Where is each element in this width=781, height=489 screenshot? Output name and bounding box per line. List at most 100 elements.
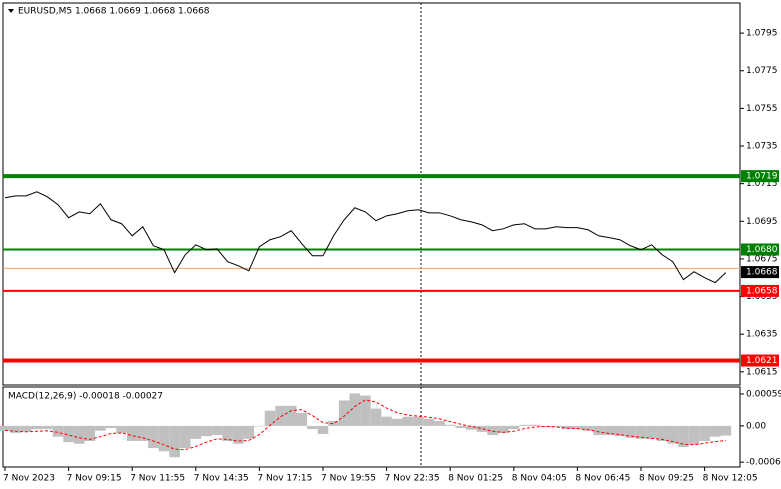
macd-bar — [572, 425, 583, 430]
y-tick-label: 1.0635 — [746, 330, 778, 340]
x-tick-label: 7 Nov 2023 — [3, 474, 55, 484]
level-label-box — [741, 266, 779, 279]
macd-bar — [720, 425, 732, 436]
macd-bar — [349, 393, 361, 426]
level-label: 1.0658 — [746, 286, 778, 296]
macd-y-tick-label: 0.00059 — [746, 389, 781, 399]
x-tick-label: 7 Nov 19:55 — [321, 474, 376, 484]
macd-bar — [582, 425, 594, 431]
macd-bar — [148, 425, 159, 449]
macd-bar — [232, 425, 244, 444]
macd-title: MACD(12,26,9) -0.00018 -0.00027 — [8, 392, 163, 402]
x-tick-label: 8 Nov 12:05 — [703, 474, 758, 484]
macd-bar — [603, 425, 615, 436]
macd-bar — [211, 425, 223, 436]
y-tick-label: 1.0715 — [746, 179, 778, 189]
macd-bar — [126, 425, 138, 442]
macd-bar — [614, 425, 626, 437]
macd-bar — [402, 416, 414, 426]
macd-bar — [360, 395, 371, 426]
y-tick-label: 1.0755 — [746, 104, 778, 114]
macd-signal — [4, 399, 726, 451]
x-tick-label: 7 Nov 14:35 — [194, 474, 249, 484]
macd-bar — [550, 425, 562, 427]
macd-bar — [0, 425, 11, 431]
x-tick-label: 7 Nov 17:15 — [257, 474, 312, 484]
macd-bar — [190, 425, 202, 439]
macd-bar — [646, 425, 657, 439]
macd-bar — [497, 425, 509, 433]
macd-y-tick-label: 0.00 — [746, 421, 766, 431]
macd-bar — [381, 416, 392, 426]
level-label: 1.0719 — [746, 172, 778, 182]
macd-bar — [317, 425, 329, 434]
y-tick-label: 1.0735 — [746, 142, 778, 152]
macd-bar — [275, 405, 286, 426]
macd-bar — [593, 425, 604, 436]
level-label-box — [741, 243, 779, 256]
macd-bar — [169, 425, 180, 458]
y-tick-label: 1.0695 — [746, 217, 778, 227]
macd-bar — [370, 408, 382, 426]
macd-bar — [328, 421, 339, 426]
macd-bar — [434, 421, 445, 426]
level-label: 1.0621 — [746, 356, 778, 366]
macd-bar — [338, 400, 350, 426]
price-line — [4, 191, 727, 284]
macd-bar — [105, 425, 117, 429]
y-tick-label: 1.0655 — [746, 292, 778, 302]
macd-bar — [42, 425, 53, 430]
macd-bar — [444, 424, 456, 426]
macd-bar — [179, 425, 191, 449]
menu-arrow — [8, 9, 14, 13]
macd-bar — [158, 425, 170, 452]
x-tick-label: 7 Nov 22:35 — [385, 474, 440, 484]
macd-bar — [391, 418, 403, 426]
macd-bar — [625, 425, 636, 438]
level-label: 1.0668 — [746, 268, 778, 278]
macd-bar — [455, 425, 467, 429]
macd-bar — [285, 405, 297, 426]
macd-bar — [63, 425, 74, 443]
macd-bar — [709, 425, 721, 437]
macd-bar — [413, 416, 424, 426]
macd-bar — [116, 425, 127, 433]
macd-bar — [296, 412, 308, 426]
x-tick-label: 8 Nov 06:45 — [575, 474, 630, 484]
macd-bar — [307, 425, 318, 430]
macd-bar — [635, 425, 647, 439]
macd-bar — [31, 425, 43, 430]
level-label: 1.0680 — [746, 245, 778, 255]
macd-bar — [699, 425, 710, 442]
macd-bar — [561, 425, 573, 430]
macd-bar — [10, 425, 21, 433]
macd-bar — [466, 425, 477, 430]
y-tick-label: 1.0615 — [746, 367, 778, 377]
macd-bar — [678, 425, 689, 447]
y-tick-label: 1.0675 — [746, 254, 778, 264]
macd-bar — [529, 424, 541, 426]
macd-bar — [656, 425, 668, 442]
macd-bar — [254, 425, 265, 427]
macd-bar — [667, 425, 679, 444]
macd-bar — [243, 425, 255, 439]
main-frame — [2, 2, 741, 386]
macd-bar — [519, 424, 530, 426]
macd-bar — [84, 425, 96, 442]
macd-bar — [487, 425, 498, 436]
macd-bar — [540, 425, 551, 427]
y-tick-label: 1.0795 — [746, 29, 778, 39]
macd-bar — [137, 425, 149, 442]
macd-bar — [688, 425, 700, 445]
x-tick-label: 8 Nov 04:05 — [512, 474, 567, 484]
x-tick-label: 7 Nov 11:55 — [130, 474, 185, 484]
macd-bar — [508, 425, 520, 430]
level-label-box — [741, 170, 779, 183]
x-tick-label: 8 Nov 01:25 — [448, 474, 503, 484]
macd-bar — [476, 425, 488, 432]
level-label-box — [741, 284, 779, 297]
x-tick-label: 8 Nov 09:25 — [639, 474, 694, 484]
macd-bar — [264, 410, 276, 426]
macd-bar — [73, 425, 85, 444]
